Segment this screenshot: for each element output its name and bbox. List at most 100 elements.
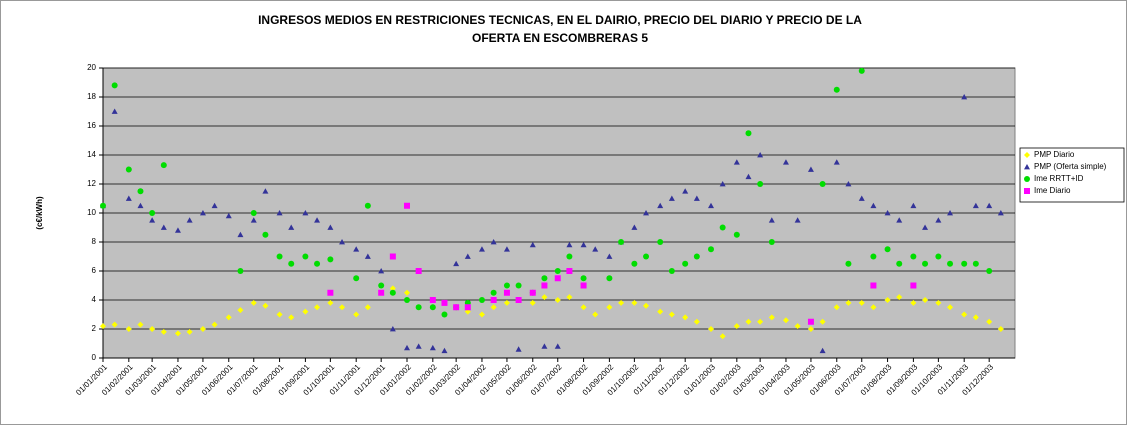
point	[884, 246, 891, 253]
point	[490, 239, 497, 245]
point	[364, 304, 371, 311]
point	[643, 302, 650, 309]
point	[160, 328, 167, 335]
point	[858, 67, 865, 74]
point	[833, 159, 840, 165]
point	[910, 282, 917, 289]
point	[935, 253, 942, 260]
point	[111, 321, 118, 328]
point	[631, 224, 638, 230]
point	[149, 210, 156, 216]
point	[186, 328, 193, 335]
point	[125, 195, 132, 201]
legend-label: Ime RRTT+ID	[1034, 174, 1084, 183]
point	[592, 311, 599, 318]
point	[186, 217, 193, 223]
point	[845, 260, 852, 267]
point	[237, 268, 244, 274]
point	[314, 217, 321, 223]
point	[174, 227, 181, 233]
point	[302, 253, 309, 260]
point	[404, 289, 410, 296]
point	[733, 323, 740, 330]
point	[896, 217, 903, 223]
point	[404, 297, 410, 303]
point	[986, 202, 993, 209]
point	[947, 210, 954, 216]
point	[515, 282, 522, 289]
point	[378, 282, 385, 289]
point	[745, 173, 752, 180]
point	[262, 231, 269, 238]
point	[404, 344, 410, 351]
point	[111, 82, 118, 89]
point	[288, 314, 295, 321]
point	[708, 202, 714, 209]
point	[631, 260, 638, 267]
point	[693, 195, 700, 201]
point	[631, 299, 638, 306]
legend-box	[1019, 147, 1125, 203]
legend-marker	[1024, 164, 1030, 170]
point	[490, 297, 497, 303]
point	[768, 314, 775, 321]
legend-label: PMP (Oferta simple)	[1034, 162, 1107, 171]
point	[682, 314, 689, 321]
point	[364, 253, 371, 259]
point	[302, 210, 309, 216]
point	[378, 268, 385, 274]
point	[441, 299, 448, 306]
point	[668, 195, 675, 201]
point	[870, 253, 877, 260]
point	[389, 289, 396, 296]
point	[693, 253, 700, 260]
point	[768, 217, 775, 223]
point	[490, 304, 497, 311]
point	[211, 202, 218, 209]
point	[807, 166, 814, 172]
point	[515, 346, 522, 352]
point	[870, 304, 877, 311]
point	[464, 304, 471, 311]
point	[592, 246, 599, 252]
point	[302, 308, 309, 315]
point	[845, 299, 852, 306]
point	[288, 224, 295, 230]
point	[858, 195, 865, 201]
point	[580, 282, 587, 289]
point	[870, 282, 877, 289]
point	[160, 224, 167, 230]
point	[782, 159, 789, 165]
point	[199, 326, 206, 332]
y-tick-label: 2	[92, 324, 97, 333]
point	[833, 304, 840, 311]
point	[657, 202, 664, 209]
point	[961, 311, 968, 318]
point	[643, 210, 650, 216]
point	[100, 323, 106, 330]
point	[961, 260, 968, 267]
point	[211, 321, 218, 328]
point	[580, 275, 587, 282]
point	[276, 253, 283, 260]
legend-marker	[1024, 176, 1030, 182]
point	[947, 304, 954, 311]
point	[149, 217, 156, 223]
point	[606, 275, 613, 282]
point	[606, 304, 613, 311]
point	[757, 152, 764, 158]
point	[884, 210, 891, 216]
point	[733, 159, 740, 165]
point	[160, 162, 167, 169]
point	[708, 326, 714, 332]
point	[618, 239, 625, 245]
point	[768, 239, 775, 245]
point	[503, 246, 510, 252]
point	[757, 318, 764, 325]
point	[364, 202, 371, 209]
y-tick-label: 20	[87, 63, 96, 72]
point	[441, 311, 448, 318]
point	[327, 224, 334, 230]
point	[972, 260, 979, 267]
point	[935, 299, 942, 306]
